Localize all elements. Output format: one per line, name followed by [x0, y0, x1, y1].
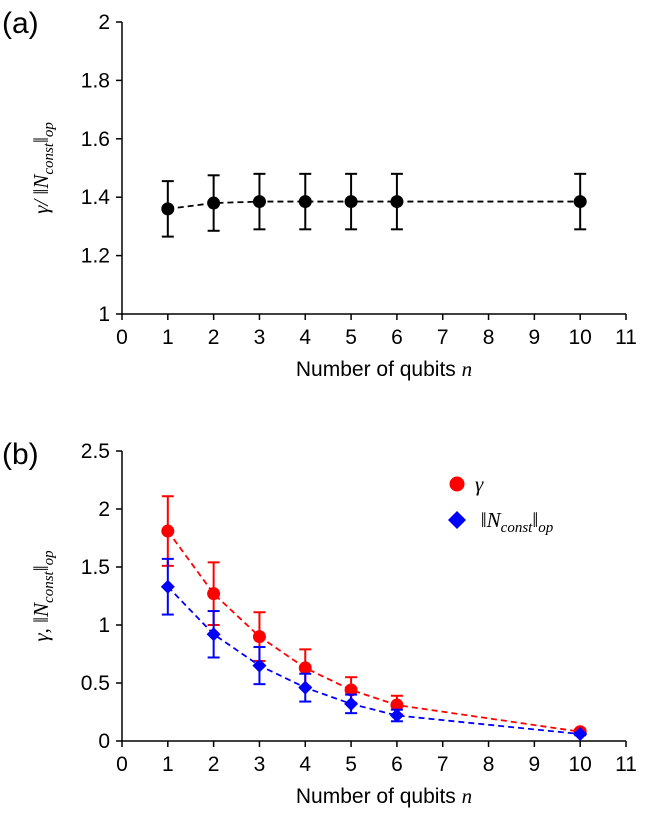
legend-marker	[448, 511, 466, 529]
data-point	[344, 696, 359, 711]
y-tick-label: 2	[98, 11, 110, 34]
series-line	[167, 200, 581, 210]
legend: γ ‖Nconst‖op	[448, 472, 554, 536]
y-tick-label: 1.6	[81, 128, 110, 151]
x-tick-label: 6	[391, 326, 403, 349]
data-point	[390, 195, 404, 209]
data-point	[160, 579, 175, 594]
y-tick-label: 1.2	[81, 245, 110, 268]
series-0	[161, 172, 587, 238]
x-tick-label: 2	[208, 326, 220, 349]
x-tick-label: 10	[569, 326, 592, 349]
data-point	[161, 524, 175, 538]
data-point	[207, 587, 221, 601]
data-point	[573, 195, 587, 209]
series-1	[160, 557, 588, 742]
x-tick-label: 9	[529, 326, 541, 349]
data-point	[390, 698, 404, 712]
data-point	[161, 202, 175, 216]
data-point	[298, 661, 312, 675]
x-tick-label: 0	[116, 326, 128, 349]
series-line	[167, 586, 581, 735]
y-tick-label: 1	[98, 614, 110, 637]
data-point	[207, 196, 221, 210]
panel-b: (b) 0 0.5 1 1.5 2 2.5 0 1 2 3 4 5 6 7 8 9 10 11 Number of q…	[2, 438, 637, 808]
x-tick-label: 3	[254, 753, 266, 776]
panel-label: (a)	[2, 7, 39, 40]
x-axis-label: Number of qubits n	[296, 784, 472, 808]
x-tick-label: 1	[162, 753, 174, 776]
x-tick-label: 4	[299, 326, 311, 349]
x-tick-label: 3	[254, 326, 266, 349]
x-tick-label: 2	[208, 753, 220, 776]
y-tick-label: 1.5	[81, 556, 110, 579]
data-point	[252, 195, 266, 209]
y-tick-label: 1.4	[81, 186, 111, 209]
series-line	[167, 530, 581, 733]
x-tick-label: 5	[345, 326, 357, 349]
x-tick-label: 1	[162, 326, 174, 349]
data-point	[206, 627, 221, 642]
x-axis-label: Number of qubits n	[296, 357, 472, 381]
x-tick-label: 4	[299, 753, 311, 776]
x-tick-label: 8	[483, 753, 495, 776]
data-point	[573, 727, 588, 742]
x-tick-label: 7	[437, 326, 449, 349]
y-tick-label: 1.8	[81, 69, 110, 92]
x-tick-label: 10	[569, 753, 592, 776]
y-tick-label: 1	[98, 303, 110, 326]
x-tick-label: 7	[437, 753, 449, 776]
data-point	[298, 195, 312, 209]
x-tick-label: 6	[391, 753, 403, 776]
data-point	[252, 630, 266, 644]
data-point	[252, 658, 267, 673]
data-point	[344, 683, 358, 697]
x-tick-label: 11	[615, 326, 637, 349]
y-tick-label: 0	[98, 730, 110, 753]
y-axis-label: γ, ‖Nconst‖op	[29, 550, 57, 642]
x-tick-label: 11	[615, 753, 637, 776]
x-tick-label: 5	[345, 753, 357, 776]
y-tick-label: 2.5	[81, 440, 110, 463]
legend-marker	[449, 476, 465, 492]
data-point	[389, 708, 404, 723]
panel-label: (b)	[2, 438, 39, 471]
y-axis-label: γ/ ‖Nconst‖op	[29, 122, 57, 214]
y-tick-label: 0.5	[81, 672, 110, 695]
data-point	[344, 195, 358, 209]
y-tick-label: 2	[98, 498, 110, 521]
x-tick-label: 8	[483, 326, 495, 349]
data-point	[298, 680, 313, 695]
legend-label: ‖Nconst‖op	[481, 508, 554, 536]
x-tick-label: 0	[116, 753, 128, 776]
legend-label: γ	[475, 472, 484, 496]
x-tick-label: 9	[529, 753, 541, 776]
